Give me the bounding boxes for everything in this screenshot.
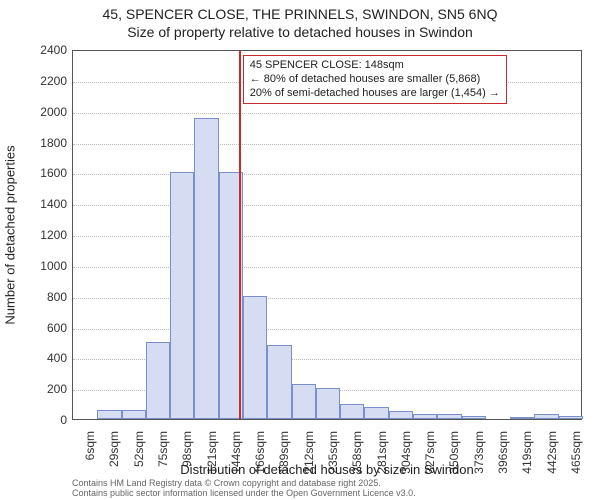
x-axis-label: Distribution of detached houses by size …: [72, 462, 582, 477]
chart-stage: 45, SPENCER CLOSE, THE PRINNELS, SWINDON…: [0, 0, 600, 500]
y-tick-label: 200: [7, 382, 67, 396]
y-tick-label: 1200: [7, 228, 67, 242]
title-line-2: Size of property relative to detached ho…: [0, 24, 600, 42]
grid-line: [73, 113, 581, 114]
y-tick-label: 1800: [7, 136, 67, 150]
y-tick-label: 1600: [7, 166, 67, 180]
footer-line-1: Contains HM Land Registry data © Crown c…: [72, 478, 582, 488]
y-tick-label: 2400: [7, 43, 67, 57]
histogram-bar: [122, 410, 146, 419]
footer-line-2: Contains public sector information licen…: [72, 488, 582, 498]
grid-line: [73, 298, 581, 299]
grid-line: [73, 205, 581, 206]
y-tick-label: 400: [7, 351, 67, 365]
histogram-bar: [389, 411, 413, 419]
y-tick-label: 800: [7, 290, 67, 304]
histogram-bar: [437, 414, 461, 419]
chart-title: 45, SPENCER CLOSE, THE PRINNELS, SWINDON…: [0, 6, 600, 41]
x-tick-label: 6sqm: [83, 431, 97, 460]
histogram-bar: [340, 404, 364, 419]
histogram-bar: [243, 296, 267, 419]
grid-line: [73, 236, 581, 237]
histogram-bar: [534, 414, 558, 419]
histogram-bar: [146, 342, 170, 419]
plot-area: 45 SPENCER CLOSE: 148sqm← 80% of detache…: [72, 50, 582, 420]
histogram-bar: [510, 417, 534, 419]
histogram-bar: [364, 407, 388, 419]
y-tick-label: 600: [7, 321, 67, 335]
footer-attribution: Contains HM Land Registry data © Crown c…: [72, 478, 582, 499]
histogram-bar: [316, 388, 340, 419]
reference-line: [239, 51, 241, 419]
title-line-1: 45, SPENCER CLOSE, THE PRINNELS, SWINDON…: [0, 6, 600, 24]
callout-line: ← 80% of detached houses are smaller (5,…: [250, 73, 500, 87]
y-tick-label: 2000: [7, 105, 67, 119]
y-tick-label: 1400: [7, 197, 67, 211]
histogram-bar: [97, 410, 121, 419]
histogram-bar: [267, 345, 291, 419]
callout-line: 45 SPENCER CLOSE: 148sqm: [250, 59, 500, 73]
y-tick-label: 1000: [7, 259, 67, 273]
histogram-bar: [170, 172, 194, 419]
grid-line: [73, 267, 581, 268]
histogram-bar: [413, 414, 437, 419]
y-tick-label: 2200: [7, 74, 67, 88]
callout-line: 20% of semi-detached houses are larger (…: [250, 87, 500, 101]
histogram-bar: [462, 416, 486, 419]
grid-line: [73, 174, 581, 175]
y-tick-label: 0: [7, 413, 67, 427]
histogram-bar: [194, 118, 218, 419]
reference-callout: 45 SPENCER CLOSE: 148sqm← 80% of detache…: [243, 55, 507, 104]
histogram-bar: [292, 384, 316, 419]
histogram-bar: [559, 416, 583, 419]
grid-line: [73, 329, 581, 330]
grid-line: [73, 144, 581, 145]
